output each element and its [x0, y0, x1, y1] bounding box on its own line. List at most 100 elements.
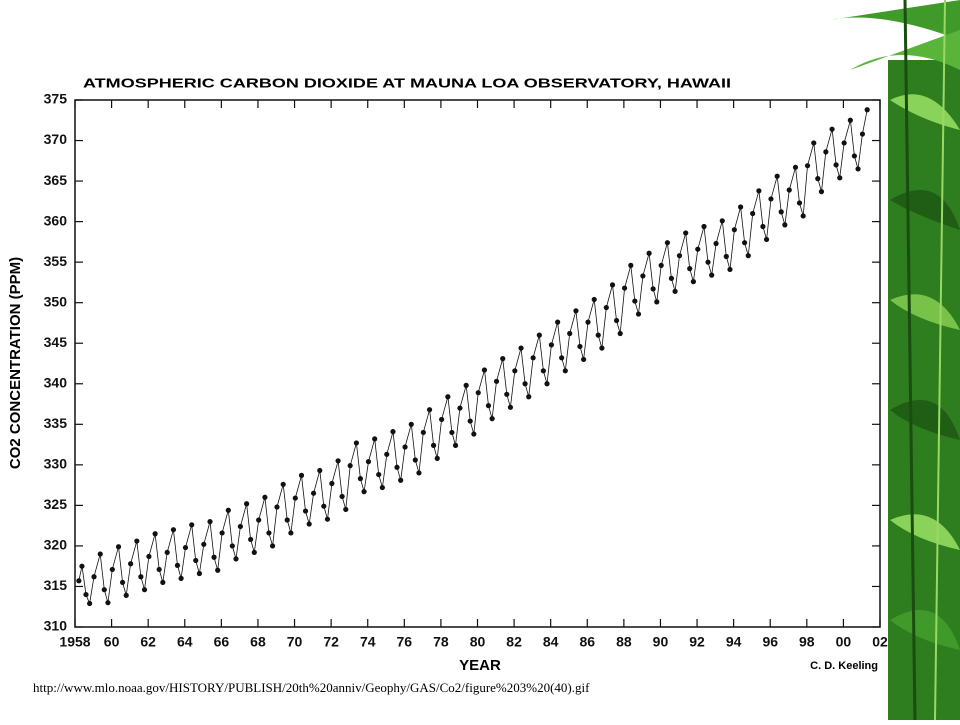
- data-point: [621, 285, 628, 291]
- data-point: [530, 355, 536, 361]
- data-point: [837, 175, 843, 181]
- data-point: [591, 296, 597, 303]
- data-point: [105, 600, 111, 606]
- y-tick-label: 375: [44, 91, 68, 107]
- data-point: [292, 495, 298, 501]
- x-tick-label: 68: [250, 634, 266, 650]
- data-point: [493, 378, 500, 384]
- data-point: [800, 213, 806, 219]
- data-point: [573, 308, 579, 314]
- data-point: [847, 117, 853, 123]
- data-point: [467, 418, 473, 424]
- data-point: [664, 240, 671, 246]
- y-tick-label: 350: [44, 293, 68, 309]
- data-point: [219, 530, 225, 536]
- data-point: [595, 332, 601, 338]
- data-point: [384, 451, 390, 457]
- x-tick-label: 74: [360, 634, 376, 650]
- data-point: [457, 405, 463, 411]
- data-point: [329, 480, 335, 487]
- data-point: [244, 501, 250, 507]
- data-point: [690, 279, 696, 285]
- data-point: [97, 551, 103, 557]
- data-point: [841, 140, 847, 146]
- data-point: [439, 416, 445, 423]
- data-point: [719, 218, 725, 224]
- data-point: [109, 566, 115, 573]
- plot-frame: [74, 99, 881, 628]
- data-point: [632, 298, 638, 304]
- data-point: [170, 527, 177, 533]
- data-point: [613, 317, 620, 324]
- y-axis-label: CO2 CONCENTRATION (PPM): [7, 257, 24, 469]
- data-point: [83, 591, 89, 598]
- y-tick-label: 360: [44, 212, 68, 228]
- data-point: [196, 570, 203, 577]
- data-point: [585, 319, 591, 325]
- data-point: [233, 556, 239, 562]
- data-point: [705, 259, 711, 265]
- data-point: [709, 272, 715, 278]
- data-point: [160, 579, 166, 586]
- data-point: [445, 394, 451, 400]
- data-point: [412, 457, 418, 463]
- data-point: [152, 531, 158, 537]
- data-point: [518, 345, 524, 351]
- data-point: [164, 549, 170, 556]
- data-point: [548, 342, 555, 348]
- data-point: [599, 345, 605, 351]
- data-point: [394, 464, 400, 470]
- data-point: [420, 429, 426, 436]
- x-tick-label: 80: [470, 634, 486, 650]
- data-point: [522, 381, 528, 387]
- x-tick-label: 94: [726, 634, 742, 650]
- data-point: [526, 394, 532, 400]
- data-point: [266, 530, 272, 536]
- data-point: [475, 390, 481, 396]
- data-point: [750, 210, 756, 217]
- data-point: [786, 187, 792, 193]
- data-point: [178, 575, 184, 581]
- data-point: [207, 519, 213, 525]
- data-point: [274, 504, 280, 510]
- x-tick-label: 90: [653, 634, 669, 650]
- data-point: [815, 176, 821, 182]
- data-point: [452, 442, 459, 448]
- data-point: [731, 227, 737, 233]
- x-tick-label: 86: [579, 634, 595, 650]
- data-point: [353, 440, 359, 446]
- data-point: [193, 557, 199, 564]
- data-point: [695, 246, 701, 252]
- y-tick-label: 355: [44, 253, 68, 269]
- data-point: [134, 538, 140, 544]
- data-point: [562, 368, 568, 374]
- data-point: [745, 253, 751, 259]
- data-point: [225, 507, 231, 513]
- chart-title: ATMOSPHERIC CARBON DIOXIDE AT MAUNA LOA …: [83, 75, 731, 90]
- annotation: C. D. Keeling: [810, 660, 878, 672]
- y-tick-label: 365: [44, 172, 68, 188]
- x-tick-label: 96: [762, 634, 778, 650]
- data-point: [603, 304, 609, 311]
- data-point: [742, 240, 748, 246]
- data-point: [646, 250, 652, 256]
- data-point: [101, 587, 107, 593]
- data-line: [78, 109, 868, 605]
- data-point: [559, 355, 565, 361]
- data-point: [262, 494, 268, 500]
- x-tick-label: 76: [397, 634, 413, 650]
- data-point: [544, 381, 550, 387]
- data-point: [654, 299, 660, 305]
- data-point: [471, 431, 477, 437]
- x-axis-label: YEAR: [459, 657, 501, 674]
- data-point: [489, 416, 495, 422]
- data-point: [347, 463, 353, 469]
- y-tick-label: 345: [44, 334, 68, 350]
- data-point: [269, 543, 276, 549]
- data-point: [288, 530, 294, 536]
- data-point: [683, 230, 689, 236]
- y-tick-label: 315: [44, 577, 68, 593]
- data-point: [91, 574, 97, 580]
- data-point: [449, 429, 455, 436]
- data-point: [640, 273, 646, 279]
